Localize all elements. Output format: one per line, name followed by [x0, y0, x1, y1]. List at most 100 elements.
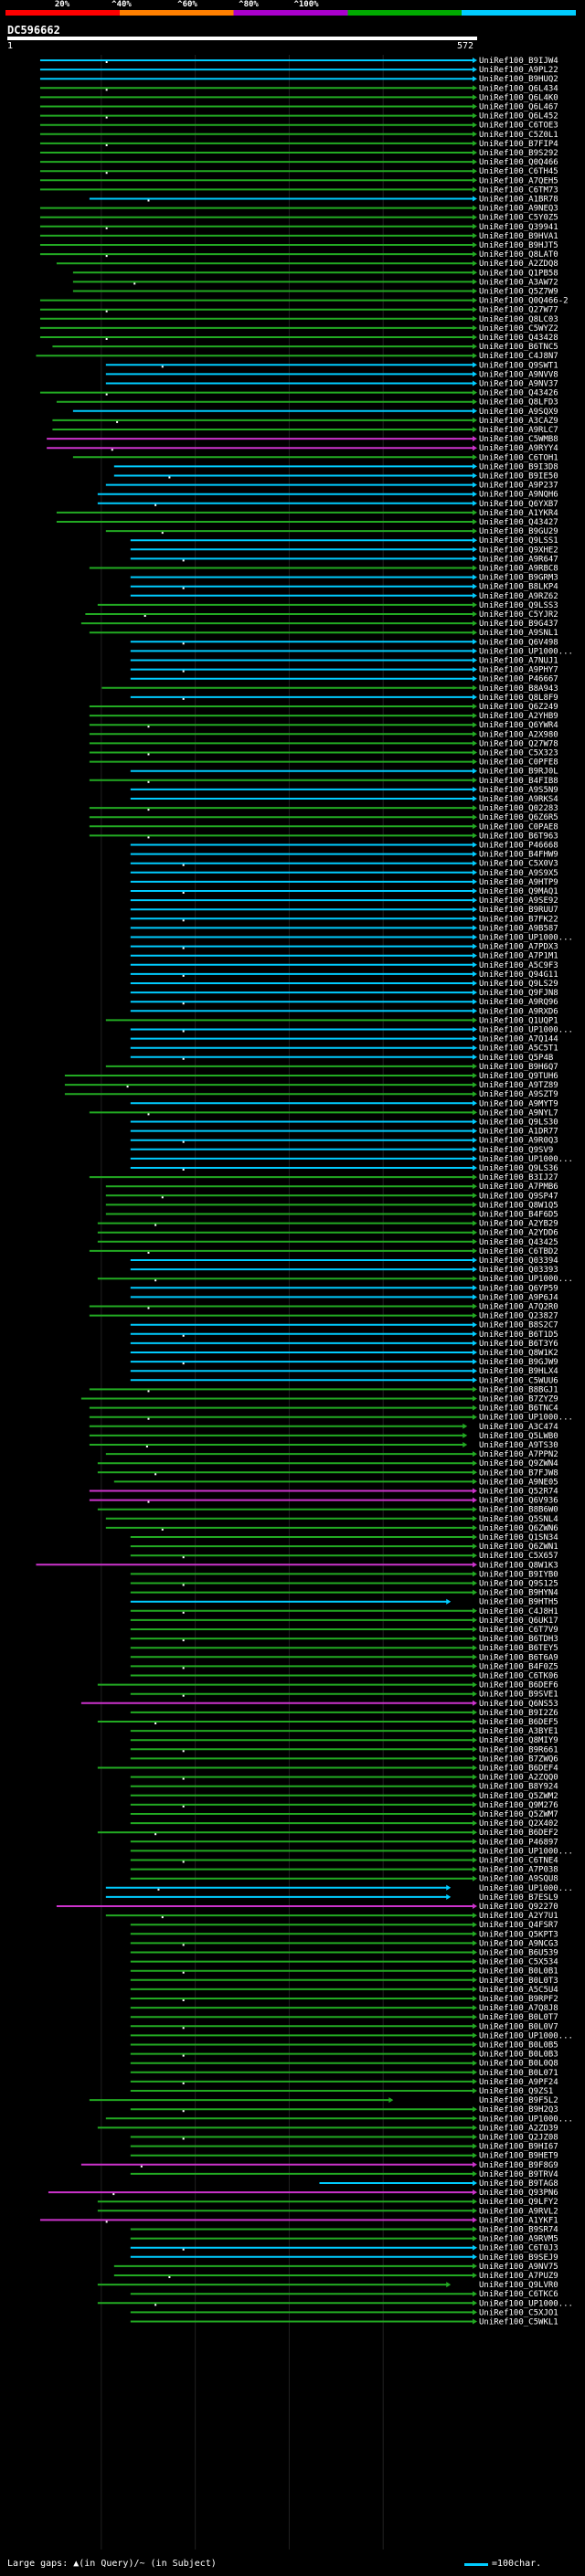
hit-label[interactable]: UniRef100_UP1000... [479, 2299, 573, 2308]
hit-row[interactable]: UniRef100_C5X0V3 [130, 860, 558, 869]
hit-label[interactable]: UniRef100_B8B6W0 [479, 1506, 558, 1515]
hit-label[interactable]: UniRef100_Q4FSR7 [479, 1921, 558, 1930]
hit-label[interactable]: UniRef100_A9RLC7 [479, 426, 558, 435]
hit-row[interactable]: UniRef100_A2Y7U1 [105, 1912, 558, 1921]
hit-row[interactable]: UniRef100_B7ZWQ6 [130, 1754, 558, 1764]
hit-label[interactable]: UniRef100_C6T7V9 [479, 1626, 558, 1635]
hit-row[interactable]: UniRef100_Q6YP59 [130, 1284, 558, 1293]
hit-row[interactable]: UniRef100_A9SNL1 [89, 629, 558, 638]
hit-row[interactable]: UniRef100_A2ZD39 [97, 2124, 558, 2133]
hit-label[interactable]: UniRef100_C6TNE4 [479, 1857, 558, 1866]
hit-row[interactable]: UniRef100_B4F0Z5 [130, 1662, 558, 1671]
hit-row[interactable]: UniRef100_Q03393 [130, 1266, 558, 1275]
hit-label[interactable]: UniRef100_Q6L434 [479, 84, 558, 93]
hit-row[interactable]: UniRef100_A9PL22 [39, 66, 558, 75]
hit-row[interactable]: UniRef100_A9PHY7 [130, 666, 558, 675]
hit-label[interactable]: UniRef100_B6TDH3 [479, 1635, 558, 1644]
hit-label[interactable]: UniRef100_Q03393 [479, 1266, 558, 1275]
hit-row[interactable]: UniRef100_B9F5L2 [89, 2096, 558, 2105]
hit-row[interactable]: UniRef100_B6T6A9 [130, 1653, 558, 1662]
hit-row[interactable]: UniRef100_A9SZT9 [64, 1090, 558, 1099]
hit-row[interactable]: UniRef100_C6TOE3 [39, 122, 558, 131]
hit-row[interactable]: UniRef100_C6TKC6 [130, 2290, 558, 2299]
hit-label[interactable]: UniRef100_Q93PN6 [479, 2189, 558, 2198]
hit-row[interactable]: UniRef100_B4F6D5 [105, 1211, 558, 1220]
hit-row[interactable]: UniRef100_A9RVM5 [130, 2235, 558, 2244]
hit-row[interactable]: UniRef100_B6U539 [130, 1949, 558, 1958]
hit-row[interactable]: UniRef100_Q5SNL4 [105, 1515, 558, 1524]
hit-label[interactable]: UniRef100_B9SEJ9 [479, 2253, 558, 2263]
hit-row[interactable]: UniRef100_C5WMB8 [47, 435, 558, 444]
hit-row[interactable]: UniRef100_B4FIB8 [89, 777, 558, 786]
hit-label[interactable]: UniRef100_B0L0T7 [479, 2013, 558, 2022]
hit-row[interactable]: UniRef100_A9RQ96 [130, 998, 558, 1007]
hit-row[interactable]: UniRef100_C5Z0L1 [39, 131, 558, 140]
hit-label[interactable]: UniRef100_B9IE50 [479, 472, 558, 482]
hit-label[interactable]: UniRef100_Q9LSS1 [479, 536, 558, 546]
hit-label[interactable]: UniRef100_A3AW72 [479, 278, 558, 287]
hit-label[interactable]: UniRef100_Q5KPT3 [479, 1930, 558, 1939]
hit-row[interactable]: UniRef100_A9P237 [105, 482, 558, 491]
hit-row[interactable]: UniRef100_Q6ZWN6 [105, 1524, 558, 1533]
hit-row[interactable]: UniRef100_Q4FSR7 [130, 1921, 558, 1930]
hit-label[interactable]: UniRef100_B9RUU7 [479, 906, 558, 915]
hit-row[interactable]: UniRef100_B7FJW8 [97, 1468, 558, 1478]
hit-row[interactable]: UniRef100_A7P038 [130, 1866, 558, 1875]
hit-label[interactable]: UniRef100_Q6Z6R5 [479, 813, 558, 822]
hit-row[interactable]: UniRef100_B9GRM3 [130, 574, 558, 583]
hit-label[interactable]: UniRef100_A9RBC8 [479, 565, 558, 574]
hit-label[interactable]: UniRef100_C0PFE8 [479, 758, 558, 768]
hit-label[interactable]: UniRef100_C4J8H1 [479, 1607, 558, 1617]
hit-label[interactable]: UniRef100_Q9LS30 [479, 1118, 558, 1128]
hit-row[interactable]: UniRef100_Q9LS36 [130, 1164, 558, 1173]
hit-row[interactable]: UniRef100_A9MYT9 [130, 1099, 558, 1108]
hit-row[interactable]: UniRef100_UP1000... [130, 647, 573, 656]
hit-label[interactable]: UniRef100_B6DEF6 [479, 1681, 558, 1691]
hit-row[interactable]: UniRef100_A3AW72 [72, 278, 558, 287]
hit-label[interactable]: UniRef100_Q9SV9 [479, 1146, 553, 1155]
hit-label[interactable]: UniRef100_A2ZD39 [479, 2124, 558, 2133]
hit-row[interactable]: UniRef100_Q6ZWN1 [130, 1542, 558, 1552]
hit-label[interactable]: UniRef100_B9F8G9 [479, 2161, 558, 2170]
hit-label[interactable]: UniRef100_A3CAZ9 [479, 417, 558, 426]
hit-row[interactable]: UniRef100_Q92270 [56, 1903, 558, 1912]
hit-label[interactable]: UniRef100_Q6ZWN1 [479, 1542, 558, 1552]
hit-label[interactable]: UniRef100_Q8MIY9 [479, 1736, 558, 1745]
hit-label[interactable]: UniRef100_A7PMB6 [479, 1182, 558, 1192]
hit-row[interactable]: UniRef100_Q9TUH6 [64, 1072, 558, 1081]
hit-label[interactable]: UniRef100_A9NCG3 [479, 1939, 558, 1948]
hit-row[interactable]: UniRef100_Q9LS30 [130, 1118, 558, 1128]
hit-row[interactable]: UniRef100_A1YKR4 [56, 509, 558, 518]
hit-row[interactable]: UniRef100_Q93PN6 [48, 2189, 558, 2198]
hit-row[interactable]: UniRef100_Q9XHE2 [130, 546, 558, 555]
hit-row[interactable]: UniRef100_C6TNE4 [130, 1857, 558, 1866]
hit-label[interactable]: UniRef100_Q5ZWM7 [479, 1810, 558, 1819]
hit-label[interactable]: UniRef100_A7PPN2 [479, 1450, 558, 1459]
hit-label[interactable]: UniRef100_Q8LAT0 [479, 250, 558, 260]
hit-row[interactable]: UniRef100_A2X980 [89, 730, 558, 739]
hit-label[interactable]: UniRef100_Q1UQP1 [479, 1016, 558, 1025]
hit-label[interactable]: UniRef100_P46897 [479, 1838, 558, 1847]
hit-label[interactable]: UniRef100_A2Y7U1 [479, 1912, 558, 1921]
hit-label[interactable]: UniRef100_B6DEF5 [479, 1718, 558, 1727]
hit-row[interactable]: UniRef100_Q9ZS1 [130, 2087, 553, 2096]
hit-row[interactable]: UniRef100_B6DEF2 [97, 1829, 558, 1838]
hit-label[interactable]: UniRef100_A9SNL1 [479, 629, 558, 638]
hit-row[interactable]: UniRef100_A9NV37 [105, 380, 558, 389]
hit-label[interactable]: UniRef100_A9S5N9 [479, 786, 558, 795]
hit-row[interactable]: UniRef100_A7P1M1 [130, 952, 558, 961]
hit-label[interactable]: UniRef100_C5WYZ2 [479, 324, 558, 334]
hit-row[interactable]: UniRef100_C5YJR2 [85, 610, 558, 620]
hit-label[interactable]: UniRef100_UP1000... [479, 934, 573, 943]
hit-row[interactable]: UniRef100_Q6UK17 [130, 1617, 558, 1626]
hit-label[interactable]: UniRef100_B9TAG8 [479, 2179, 558, 2189]
hit-row[interactable]: UniRef100_Q8W1Q5 [105, 1201, 558, 1210]
hit-label[interactable]: UniRef100_Q02283 [479, 804, 558, 813]
hit-label[interactable]: UniRef100_Q9SP47 [479, 1192, 558, 1201]
hit-label[interactable]: UniRef100_B7ZWQ6 [479, 1754, 558, 1764]
hit-row[interactable]: UniRef100_C5WYZ2 [39, 324, 558, 334]
hit-row[interactable]: UniRef100_B9RJ0L [130, 768, 558, 777]
hit-row[interactable]: UniRef100_A9B587 [130, 924, 558, 933]
hit-row[interactable]: UniRef100_UP1000... [97, 2299, 573, 2308]
hit-row[interactable]: UniRef100_Q6L452 [39, 112, 558, 122]
